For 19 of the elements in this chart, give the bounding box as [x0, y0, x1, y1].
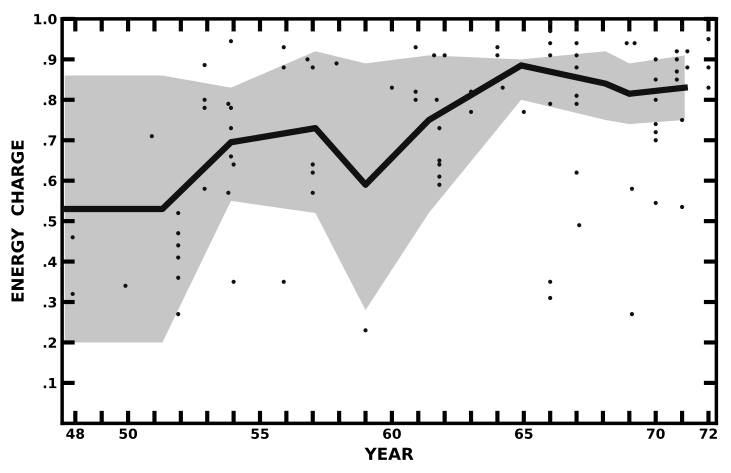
x-tick-label: 60 [383, 428, 401, 439]
y-tick-label: .4 [44, 256, 57, 267]
y-tick-label: .9 [44, 54, 56, 65]
y-axis-title: ENERGY CHARGE [11, 140, 24, 302]
y-tick-label: .1 [44, 378, 56, 388]
x-tick-label: 65 [515, 428, 532, 439]
x-axis-title: YEAR [364, 448, 414, 460]
x-tick-label: 72 [700, 428, 717, 439]
y-tick-label: .2 [44, 337, 56, 348]
y-tick-label: .7 [44, 135, 56, 146]
y-tick-label: 1.0 [34, 14, 57, 24]
x-tick-label: 48 [66, 428, 84, 439]
y-tick-label: .5 [44, 216, 56, 227]
y-tick-label: .8 [44, 94, 56, 106]
x-tick-label: 70 [646, 428, 665, 439]
y-tick-label: .3 [44, 296, 56, 308]
y-tick-label: .6 [44, 176, 57, 186]
x-tick-label: 55 [251, 428, 269, 439]
x-tick-label: 50 [119, 428, 138, 439]
